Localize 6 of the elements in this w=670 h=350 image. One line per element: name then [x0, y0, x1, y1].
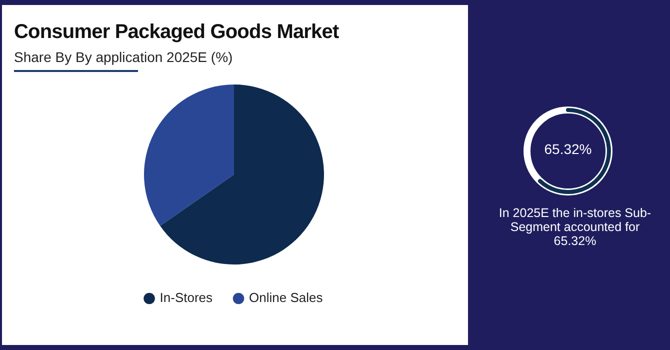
text: In 2025E the in-stores Sub-Segment accounted for 65.32% [498, 206, 652, 248]
legend-label: Online Sales [249, 290, 324, 306]
legend-label: In-Stores [160, 290, 214, 306]
chart-subtitle: Share By By application 2025E (%) [14, 49, 233, 67]
chart-title: Consumer Packaged Goods Market [14, 21, 339, 44]
text: 65.32% [543, 141, 593, 157]
